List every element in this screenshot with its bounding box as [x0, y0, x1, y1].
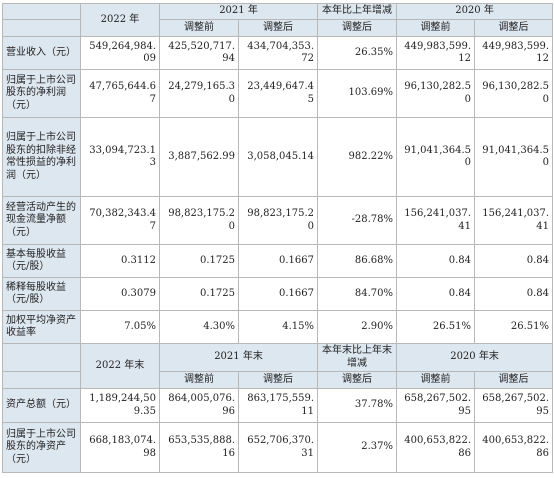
- value-2020-after: 0.84: [474, 244, 554, 278]
- value-2020-after: 26.51%: [474, 310, 554, 344]
- value-change: 103.69%: [317, 69, 398, 118]
- value-2022: 33,094,723.13: [80, 117, 160, 197]
- table-row: 归属于上市公司股东的净资产（元） 668,183,074.98 653,535,…: [2, 422, 554, 473]
- header-2022-end: 2022 年末: [80, 343, 160, 389]
- table-row: 营业收入（元） 549,264,984.09 425,520,717.94 43…: [2, 36, 554, 70]
- subheader-2021-before: 调整前: [159, 19, 239, 37]
- value-2021-before: 0.1725: [159, 277, 239, 311]
- value-2022: 0.3079: [80, 277, 160, 311]
- value-2020-after: 91,041,364.50: [474, 117, 554, 197]
- subheader-change-after: 调整后: [317, 19, 398, 37]
- value-change: 982.22%: [317, 117, 398, 197]
- value-2020-before: 658,267,502.95: [396, 388, 476, 423]
- value-change: 2.37%: [317, 422, 398, 473]
- row-label: 加权平均净资产收益率: [2, 310, 81, 344]
- value-2021-before: 24,279,165.30: [159, 69, 239, 118]
- value-2021-before: 653,535,888.16: [159, 422, 239, 473]
- value-2021-after: 4.15%: [237, 310, 319, 344]
- table-row: 基本每股收益（元/股） 0.3112 0.1725 0.1667 86.68% …: [2, 244, 554, 278]
- value-2020-after: 658,267,502.95: [474, 388, 554, 423]
- value-2020-before: 0.84: [396, 277, 476, 311]
- value-2020-after: 96,130,282.50: [474, 69, 554, 118]
- table-row: 资产总额（元） 1,189,244,509.35 864,005,076.96 …: [2, 388, 554, 423]
- table-row: 加权平均净资产收益率 7.05% 4.30% 4.15% 2.90% 26.51…: [2, 310, 554, 344]
- header-2021: 2021 年: [158, 3, 319, 20]
- value-2021-before: 3,887,562.99: [159, 117, 239, 197]
- value-2020-before: 156,241,037.41: [396, 196, 476, 245]
- value-2022: 1,189,244,509.35: [80, 388, 160, 423]
- financial-summary: 2022 年 2021 年 本年比上年增减 2020 年 调整前 调整后 调整后…: [2, 3, 554, 473]
- value-2020-after: 449,983,599.12: [474, 36, 554, 70]
- value-2021-before: 0.1725: [159, 244, 239, 278]
- value-2021-before: 98,823,175.20: [159, 196, 239, 245]
- header-2020: 2020 年: [396, 3, 554, 20]
- value-2020-after: 156,241,037.41: [474, 196, 554, 245]
- value-change: 86.68%: [317, 244, 398, 278]
- financial-table: 2022 年 2021 年 本年比上年增减 2020 年 调整前 调整后 调整后…: [2, 3, 554, 473]
- value-2022: 70,382,343.47: [80, 196, 160, 245]
- value-2021-after: 0.1667: [237, 277, 319, 311]
- value-change: -28.78%: [317, 196, 398, 245]
- header-change-end: 本年末比上年末增减: [317, 343, 398, 372]
- value-change: 84.70%: [317, 277, 398, 311]
- subheader-2020-after: 调整后: [474, 371, 554, 389]
- row-label: 营业收入（元）: [2, 36, 81, 70]
- header-2021-end: 2021 年末: [158, 343, 319, 372]
- value-2021-after: 652,706,370.31: [237, 422, 319, 473]
- subheader-change-after: 调整后: [317, 371, 398, 389]
- value-change: 37.78%: [317, 388, 398, 423]
- value-2020-before: 96,130,282.50: [396, 69, 476, 118]
- value-2022: 7.05%: [80, 310, 160, 344]
- row-label: 稀释每股收益（元/股）: [2, 277, 81, 311]
- row-label: 归属于上市公司股东的净利润（元）: [2, 69, 81, 118]
- row-label: 归属于上市公司股东的净资产（元）: [2, 422, 81, 473]
- table-row: 归属于上市公司股东的净利润（元） 47,765,644.67 24,279,16…: [2, 69, 554, 118]
- value-2021-after: 23,449,647.45: [237, 69, 319, 118]
- value-2021-before: 864,005,076.96: [159, 388, 239, 423]
- subheader-2021-before: 调整前: [159, 371, 239, 389]
- row-label: 经营活动产生的现金流量净额（元）: [2, 196, 81, 245]
- value-2020-after: 0.84: [474, 277, 554, 311]
- row-label: 归属于上市公司股东的扣除非经常性损益的净利润（元）: [2, 117, 81, 197]
- value-2021-after: 863,175,559.11: [237, 388, 319, 423]
- value-2021-after: 434,704,353.72: [237, 36, 319, 70]
- subheader-row: 调整前 调整后 调整后 调整前 调整后: [2, 19, 554, 37]
- value-2020-before: 26.51%: [396, 310, 476, 344]
- subheader-2020-after: 调整后: [474, 19, 554, 37]
- value-2022: 47,765,644.67: [80, 69, 160, 118]
- subheader-2021-after: 调整后: [237, 19, 319, 37]
- header-2020-end: 2020 年末: [396, 343, 554, 372]
- row-label: 资产总额（元）: [2, 388, 81, 423]
- header-change: 本年比上年增减: [317, 3, 398, 20]
- value-2020-before: 0.84: [396, 244, 476, 278]
- value-2021-after: 0.1667: [237, 244, 319, 278]
- value-2020-before: 91,041,364.50: [396, 117, 476, 197]
- value-2022: 668,183,074.98: [80, 422, 160, 473]
- value-2020-before: 400,653,822.86: [396, 422, 476, 473]
- value-2021-before: 4.30%: [159, 310, 239, 344]
- subheader-2021-after: 调整后: [237, 371, 319, 389]
- value-2022: 549,264,984.09: [80, 36, 160, 70]
- header-row: 2022 年 2021 年 本年比上年增减 2020 年: [2, 3, 554, 37]
- value-2021-after: 3,058,045.14: [237, 117, 319, 197]
- value-2021-after: 98,823,175.20: [237, 196, 319, 245]
- value-2022: 0.3112: [80, 244, 160, 278]
- header-row: 2022 年末 2021 年末 本年末比上年末增减 2020 年末: [2, 343, 554, 389]
- value-2021-before: 425,520,717.94: [159, 36, 239, 70]
- subheader-2020-before: 调整前: [396, 371, 476, 389]
- value-2020-before: 449,983,599.12: [396, 36, 476, 70]
- table-row: 归属于上市公司股东的扣除非经常性损益的净利润（元） 33,094,723.13 …: [2, 117, 554, 197]
- row-label: 基本每股收益（元/股）: [2, 244, 81, 278]
- header-2022: 2022 年: [80, 3, 160, 37]
- value-change: 2.90%: [317, 310, 398, 344]
- value-2020-after: 400,653,822.86: [474, 422, 554, 473]
- value-change: 26.35%: [317, 36, 398, 70]
- table-row: 稀释每股收益（元/股） 0.3079 0.1725 0.1667 84.70% …: [2, 277, 554, 311]
- table-row: 经营活动产生的现金流量净额（元） 70,382,343.47 98,823,17…: [2, 196, 554, 245]
- subheader-2020-before: 调整前: [396, 19, 476, 37]
